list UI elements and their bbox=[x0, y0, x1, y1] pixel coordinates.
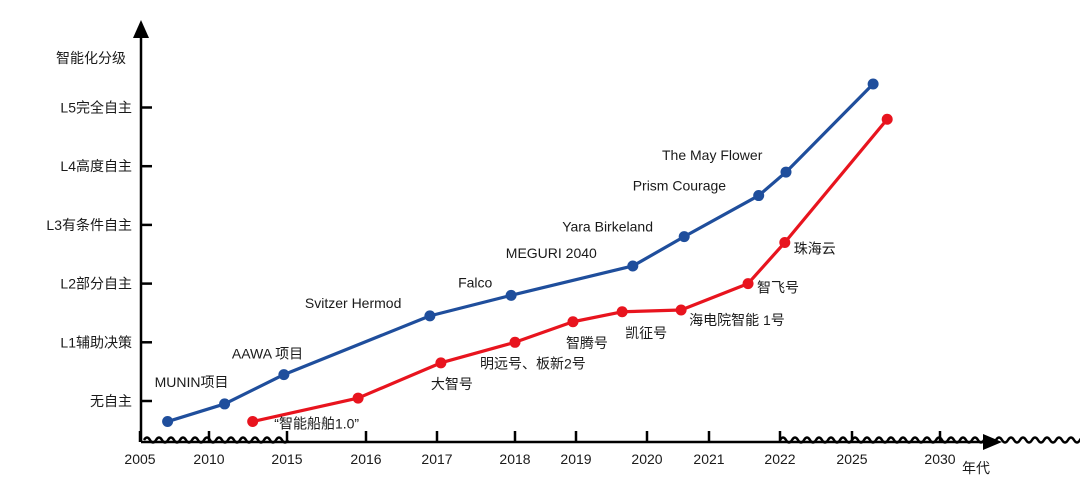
data-point bbox=[424, 310, 436, 322]
data-point-label: Svitzer Hermod bbox=[305, 295, 401, 311]
axis-break-left bbox=[142, 436, 290, 444]
x-tick-label: 2005 bbox=[124, 451, 155, 467]
data-point bbox=[627, 260, 639, 272]
y-tick-label: L4高度自主 bbox=[60, 158, 132, 174]
data-point bbox=[567, 316, 579, 328]
data-point-label: 珠海云 bbox=[794, 241, 836, 257]
data-point-label: 海电院智能 1号 bbox=[689, 312, 785, 328]
series-line bbox=[251, 117, 889, 424]
data-point-label: MUNIN项目 bbox=[155, 374, 229, 390]
data-point bbox=[162, 416, 174, 428]
series-line bbox=[166, 82, 875, 424]
data-point bbox=[867, 78, 879, 90]
data-point-label: 大智号 bbox=[431, 376, 473, 392]
data-point bbox=[505, 289, 517, 301]
data-point bbox=[509, 336, 521, 348]
data-point bbox=[881, 113, 893, 125]
x-tick-label: 2017 bbox=[421, 451, 452, 467]
axis-break-right bbox=[778, 436, 1080, 444]
x-tick-label: 2015 bbox=[271, 451, 302, 467]
y-tick-label: L3有条件自主 bbox=[46, 217, 132, 233]
data-point-label: Yara Birkeland bbox=[562, 219, 653, 235]
data-point bbox=[780, 166, 792, 178]
data-point bbox=[678, 231, 690, 243]
data-point bbox=[219, 398, 231, 410]
data-point-label: The May Flower bbox=[662, 147, 763, 163]
data-point-label: 智飞号 bbox=[757, 280, 799, 296]
data-point bbox=[675, 304, 687, 316]
data-point bbox=[616, 306, 628, 318]
y-axis-arrow bbox=[133, 20, 149, 38]
x-tick-label: 2030 bbox=[924, 451, 955, 467]
data-point bbox=[435, 357, 447, 369]
data-point-label: AAWA 项目 bbox=[232, 346, 303, 362]
x-tick-label: 2018 bbox=[499, 451, 530, 467]
data-point bbox=[352, 392, 364, 404]
y-tick-label: L1辅助决策 bbox=[60, 334, 132, 350]
data-point-label: Prism Courage bbox=[633, 178, 727, 194]
data-point bbox=[278, 369, 290, 381]
data-point-label: “智能船舶1.0” bbox=[274, 416, 359, 432]
x-tick-label: 2021 bbox=[693, 451, 724, 467]
x-tick-label: 2025 bbox=[836, 451, 867, 467]
y-ticks: 无自主 L1辅助决策 L2部分自主 L3有条件自主 L4高度自主 L5完全自主 bbox=[46, 100, 152, 409]
x-tick-label: 2010 bbox=[193, 451, 224, 467]
data-point bbox=[742, 278, 754, 290]
data-point bbox=[753, 190, 765, 202]
y-axis-title: 智能化分级 bbox=[56, 50, 126, 66]
data-point bbox=[779, 237, 791, 249]
x-tick-label: 2022 bbox=[764, 451, 795, 467]
data-point-label: 智腾号 bbox=[566, 335, 608, 351]
y-tick-label: L2部分自主 bbox=[60, 276, 132, 292]
data-point-label: MEGURI 2040 bbox=[506, 245, 597, 261]
data-point-label: 凯征号 bbox=[625, 325, 667, 341]
x-axis-title: 年代 bbox=[962, 460, 990, 476]
x-ticks: 2005 2010 2015 2016 2017 2018 2019 2020 2021 2022… bbox=[124, 431, 956, 467]
data-point-label: Falco bbox=[458, 274, 492, 290]
data-point-label: 明远号、板新2号 bbox=[480, 355, 586, 371]
y-tick-label: 无自主 bbox=[90, 393, 132, 409]
x-tick-label: 2016 bbox=[350, 451, 381, 467]
data-point bbox=[247, 416, 259, 428]
x-tick-label: 2020 bbox=[631, 451, 662, 467]
y-tick-label: L5完全自主 bbox=[60, 100, 132, 116]
x-tick-label: 2019 bbox=[560, 451, 591, 467]
